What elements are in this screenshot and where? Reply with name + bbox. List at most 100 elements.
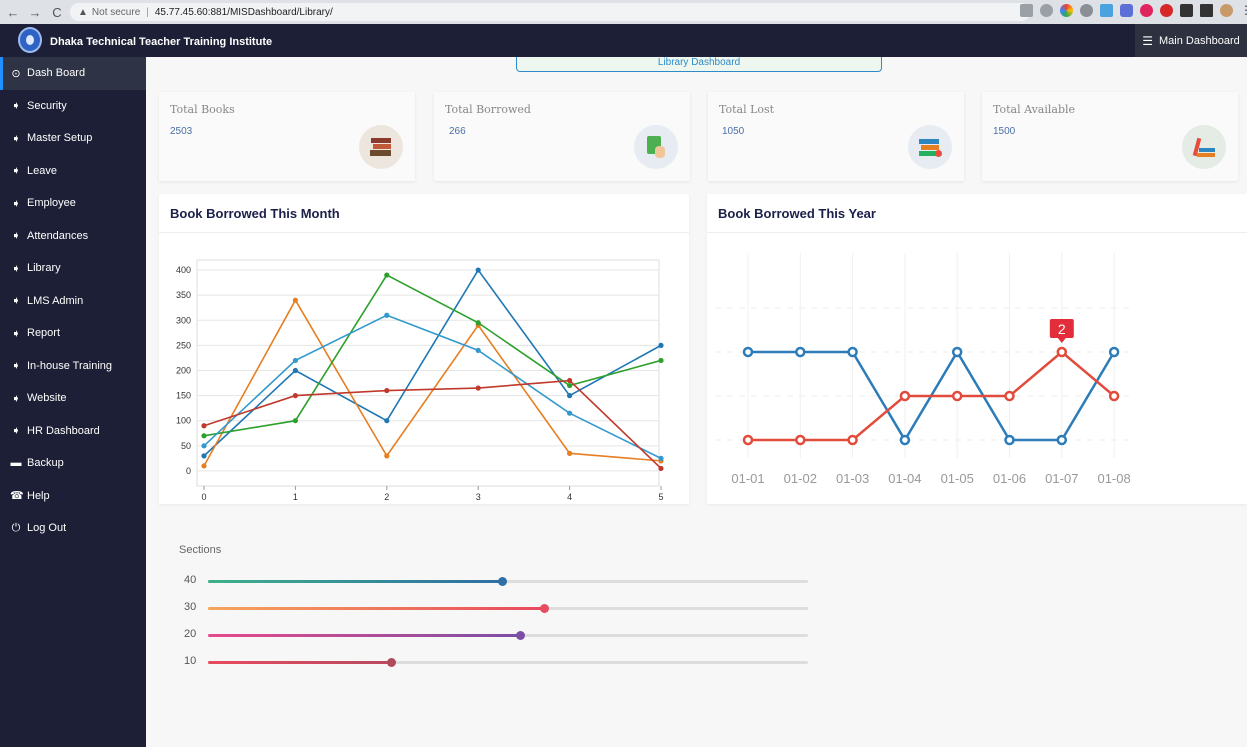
sidebar-item-help[interactable]: ☎ Help: [0, 480, 146, 513]
extension-color-icon[interactable]: [1060, 4, 1073, 17]
x-tick-label: 01-03: [836, 471, 869, 486]
adblock-icon[interactable]: [1140, 4, 1153, 17]
stat-value: 1050: [722, 126, 745, 137]
sidebar-item-label: Backup: [27, 457, 64, 470]
data-point: [384, 418, 390, 424]
data-point: [292, 393, 298, 399]
x-tick-label: 5: [658, 492, 663, 502]
sidebar-item-library[interactable]: ➧ Library: [0, 252, 146, 285]
sidebar-item-leave[interactable]: ➧ Leave: [0, 155, 146, 188]
power-icon: ⏻: [11, 521, 21, 534]
share-icon[interactable]: [1020, 4, 1033, 17]
main-dashboard-button[interactable]: ☰ Main Dashboard: [1135, 24, 1247, 57]
tag-icon: ➧: [11, 295, 21, 308]
section-slider[interactable]: [208, 658, 808, 667]
y-tick-label: 400: [176, 265, 191, 275]
sidebar-item-backup[interactable]: ▬ Backup: [0, 447, 146, 480]
sidebar-item-log-out[interactable]: ⏻ Log Out: [0, 512, 146, 545]
back-arrow-icon[interactable]: ←: [6, 4, 20, 20]
sidebar-item-website[interactable]: ➧ Website: [0, 382, 146, 415]
sidebar-item-label: Employee: [27, 197, 76, 210]
stat-title: Total Available: [993, 103, 1076, 116]
camera-icon[interactable]: [1080, 4, 1093, 17]
slider-thumb[interactable]: [387, 658, 396, 667]
slider-thumb[interactable]: [516, 631, 525, 640]
slider-thumb[interactable]: [540, 604, 549, 613]
extension-n-icon[interactable]: [1100, 4, 1113, 17]
x-tick-label: 01-06: [993, 471, 1026, 486]
not-secure-label: Not secure: [91, 6, 141, 18]
data-point: [847, 346, 858, 358]
stat-card-total-books: Total Books 2503: [159, 92, 415, 181]
sidebar-item-in-house-training[interactable]: ➧ In-house Training: [0, 350, 146, 383]
stat-card-total-available: Total Available 1500: [982, 92, 1238, 181]
sidebar-item-label: LMS Admin: [27, 294, 84, 307]
section-slider[interactable]: [208, 631, 808, 640]
section-slider[interactable]: [208, 577, 808, 586]
section-slider[interactable]: [208, 604, 808, 613]
forward-arrow-icon[interactable]: →: [28, 4, 42, 20]
stat-value: 266: [449, 126, 466, 137]
app-header: Dhaka Technical Teacher Training Institu…: [0, 24, 1247, 57]
year-chart-title: Book Borrowed This Year: [707, 194, 1247, 233]
data-point: [899, 390, 911, 402]
sidebar-item-label: Master Setup: [27, 132, 93, 145]
sidebar-toggle-icon[interactable]: [1200, 4, 1213, 17]
month-chart-card: Book Borrowed This Month 0 50 100 150 200 250…: [159, 194, 689, 504]
x-tick-label: 01-04: [888, 471, 921, 486]
data-point: [658, 465, 664, 472]
y-tick-label: 50: [181, 441, 191, 451]
data-point: [742, 434, 754, 446]
section-slider-row: 10: [184, 655, 824, 668]
y-tick-label: 150: [176, 391, 191, 401]
opera-icon[interactable]: [1160, 4, 1173, 17]
sidebar-item-dash-board[interactable]: ⊙ Dash Board: [0, 57, 146, 90]
sidebar-item-master-setup[interactable]: ➧ Master Setup: [0, 122, 146, 155]
sidebar-item-attendances[interactable]: ➧ Attendances: [0, 220, 146, 253]
star-icon[interactable]: [1040, 4, 1053, 17]
slider-fill: [208, 634, 520, 637]
sidebar-item-label: In-house Training: [27, 359, 112, 372]
sidebar-item-lms-admin[interactable]: ➧ LMS Admin: [0, 285, 146, 318]
tag-icon: ➧: [11, 392, 21, 405]
sidebar-item-label: HR Dashboard: [27, 424, 100, 437]
section-slider-row: 30: [184, 601, 824, 614]
data-point: [201, 453, 207, 459]
data-point: [475, 347, 481, 353]
slider-thumb[interactable]: [498, 577, 507, 586]
profile-avatar-icon[interactable]: [1220, 4, 1233, 17]
puzzle-icon[interactable]: [1180, 4, 1193, 17]
address-bar[interactable]: ▲ Not secure | 45.77.45.60:881/MISDashbo…: [70, 3, 1030, 21]
data-point: [951, 390, 963, 402]
main-content: Library Dashboard Total Books 2503 Total B…: [146, 57, 1247, 747]
series-line: [203, 314, 662, 460]
sidebar-item-label: Leave: [27, 164, 57, 177]
data-point: [899, 434, 911, 446]
library-dashboard-tab[interactable]: Library Dashboard: [516, 57, 882, 72]
data-point: [475, 267, 481, 273]
sidebar-item-label: Log Out: [27, 522, 67, 535]
sidebar-item-label: Security: [27, 99, 67, 112]
series-line: [203, 298, 662, 467]
data-point: [567, 410, 573, 416]
sidebar-item-employee[interactable]: ➧ Employee: [0, 187, 146, 220]
sidebar-item-security[interactable]: ➧ Security: [0, 90, 146, 123]
tag-icon: ➧: [11, 197, 21, 210]
slider-label: 40: [184, 574, 197, 586]
extension-square-icon[interactable]: [1120, 4, 1133, 17]
drive-icon: ▬: [10, 457, 22, 470]
sidebar-item-hr-dashboard[interactable]: ➧ HR Dashboard: [0, 415, 146, 448]
stat-value: 2503: [170, 126, 193, 137]
sidebar-item-report[interactable]: ➧ Report: [0, 317, 146, 350]
data-point: [1056, 346, 1068, 358]
menu-dots-icon[interactable]: ⋮: [1240, 3, 1247, 17]
sidebar: ⊙ Dash Board ➧ Security ➧ Master Setup ➧ Leave ➧…: [0, 57, 146, 747]
tag-icon: ➧: [11, 132, 21, 145]
series-line: [748, 350, 1115, 442]
data-point: [658, 455, 664, 461]
reload-icon[interactable]: C: [52, 4, 62, 20]
y-tick-label: 100: [176, 416, 191, 426]
data-point: [384, 387, 390, 394]
slider-label: 20: [184, 628, 197, 640]
section-slider-row: 20: [184, 628, 824, 641]
